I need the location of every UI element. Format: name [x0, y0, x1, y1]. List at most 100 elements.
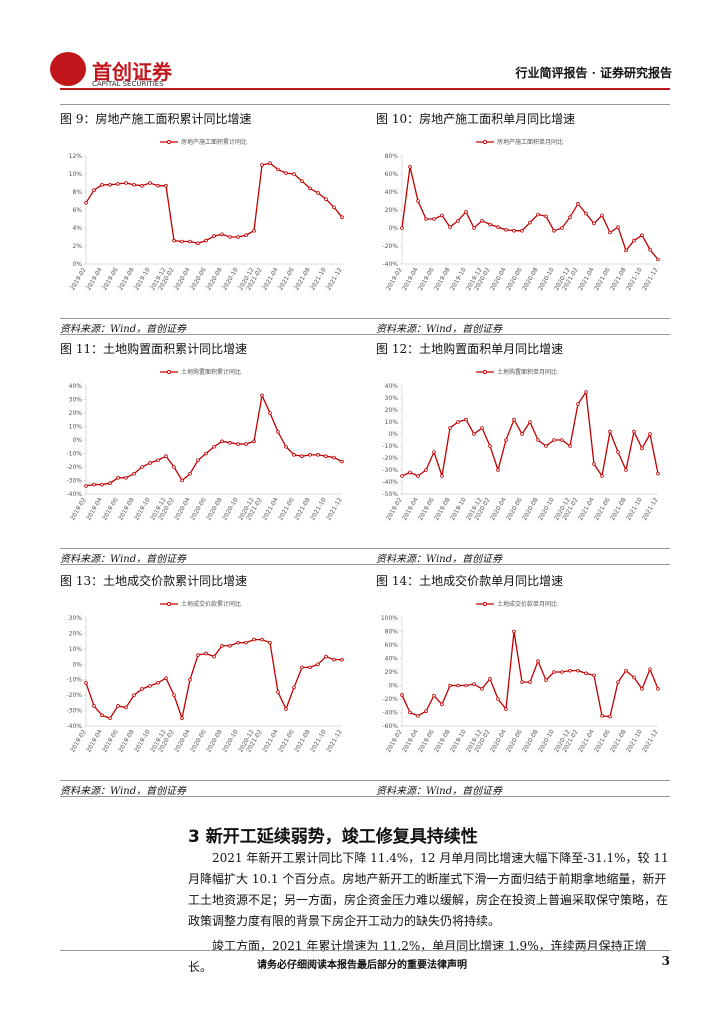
data-point	[204, 451, 208, 456]
header-right: 行业简评报告 · 证券研究报告	[515, 66, 672, 80]
chart: -40%-30%-20%-10%0%10%20%30%40%2019-02201…	[66, 368, 344, 522]
data-point	[252, 439, 256, 444]
data-point	[600, 474, 604, 478]
data-point	[624, 668, 628, 673]
data-point	[496, 697, 500, 701]
y-tick-label: 30%	[69, 397, 83, 404]
data-point	[268, 640, 272, 645]
data-point	[220, 439, 224, 444]
data-line	[85, 162, 343, 244]
data-point	[148, 461, 152, 465]
data-point	[276, 690, 280, 694]
rule	[60, 318, 670, 319]
data-point	[544, 214, 548, 219]
y-tick-label: -30%	[66, 478, 82, 485]
data-point	[416, 714, 420, 718]
y-tick-label: 10%	[69, 171, 83, 178]
y-tick-label: 30%	[385, 395, 399, 402]
y-tick-label: 0%	[72, 437, 82, 444]
legend-marker	[482, 601, 488, 607]
data-point	[108, 182, 112, 187]
data-point	[552, 228, 556, 233]
data-point	[608, 230, 612, 235]
rule	[60, 548, 670, 549]
data-point	[632, 429, 636, 434]
chart: -50%-40%-30%-20%-10%0%10%20%30%40%2019-0…	[382, 368, 660, 522]
y-tick-label: 20%	[385, 669, 399, 676]
section-heading: 3 新开工延续弱势，竣工修复具持续性	[188, 827, 478, 847]
data-point	[464, 417, 468, 422]
y-tick-label: -10%	[382, 443, 398, 450]
data-point	[140, 465, 144, 469]
data-point	[648, 247, 652, 252]
figure-caption: 图 9：房地产施工面积累计同比增速	[60, 112, 252, 126]
data-point	[236, 442, 240, 446]
data-point	[552, 670, 556, 674]
data-point	[172, 238, 176, 243]
data-point	[268, 411, 272, 415]
y-tick-label: -20%	[382, 696, 398, 703]
y-tick-label: -60%	[382, 723, 398, 730]
y-tick-label: 0%	[388, 431, 398, 438]
data-point	[84, 484, 88, 488]
data-point	[504, 438, 508, 442]
data-point	[292, 685, 296, 690]
data-point	[308, 665, 312, 670]
data-point	[92, 482, 96, 487]
data-point	[400, 693, 404, 697]
data-point	[640, 233, 644, 237]
data-point	[536, 659, 540, 663]
header-rule	[60, 88, 670, 90]
data-point	[640, 446, 644, 451]
data-point	[528, 680, 532, 684]
y-tick-label: -30%	[382, 467, 398, 474]
data-point	[616, 225, 620, 229]
data-point	[180, 716, 184, 721]
y-tick-label: 20%	[69, 630, 83, 637]
y-tick-label: 40%	[385, 189, 399, 196]
data-point	[528, 420, 532, 424]
data-point	[196, 241, 200, 246]
figure-caption: 图 12：土地购置面积单月同比增速	[376, 342, 564, 356]
chart: 0%2%4%6%8%10%12%2019-022019-042019-06201…	[69, 138, 344, 292]
data-point	[480, 219, 484, 223]
data-point	[496, 468, 500, 472]
data-point	[640, 687, 644, 691]
data-point	[608, 429, 612, 434]
chart: -40%-20%0%20%40%60%80%2019-022019-042019…	[382, 138, 659, 292]
data-point	[132, 693, 136, 697]
data-point	[648, 667, 652, 672]
legend-label: 土地购置面积累计同比	[181, 368, 241, 376]
data-point	[172, 693, 176, 697]
y-tick-label: 60%	[385, 642, 399, 649]
data-line	[85, 638, 342, 721]
y-tick-label: -30%	[66, 708, 82, 715]
y-tick-label: 20%	[69, 410, 83, 417]
data-point	[504, 707, 508, 711]
data-point	[324, 454, 328, 458]
data-point	[584, 211, 588, 216]
figure-caption: 图 14：土地成交价款单月同比增速	[376, 574, 564, 588]
chart: -60%-40%-20%0%20%40%60%80%100%2019-02201…	[381, 600, 660, 754]
legend-label: 房地产施工面积单月同比	[497, 138, 563, 146]
rule	[60, 780, 670, 781]
data-point	[244, 233, 248, 237]
data-point	[332, 455, 336, 460]
data-point	[260, 637, 264, 642]
data-point	[204, 238, 208, 243]
data-point	[100, 713, 104, 717]
data-point	[568, 215, 572, 219]
data-point	[340, 657, 344, 662]
y-tick-label: 20%	[385, 207, 399, 214]
data-point	[100, 182, 104, 187]
data-point	[108, 716, 112, 721]
data-point	[228, 235, 232, 239]
y-tick-label: 10%	[385, 419, 399, 426]
y-tick-label: -40%	[382, 710, 398, 717]
data-point	[440, 702, 444, 707]
data-point	[424, 217, 428, 221]
data-point	[568, 668, 572, 673]
x-tick-label: 2021-12	[641, 496, 660, 521]
data-point	[340, 459, 344, 464]
